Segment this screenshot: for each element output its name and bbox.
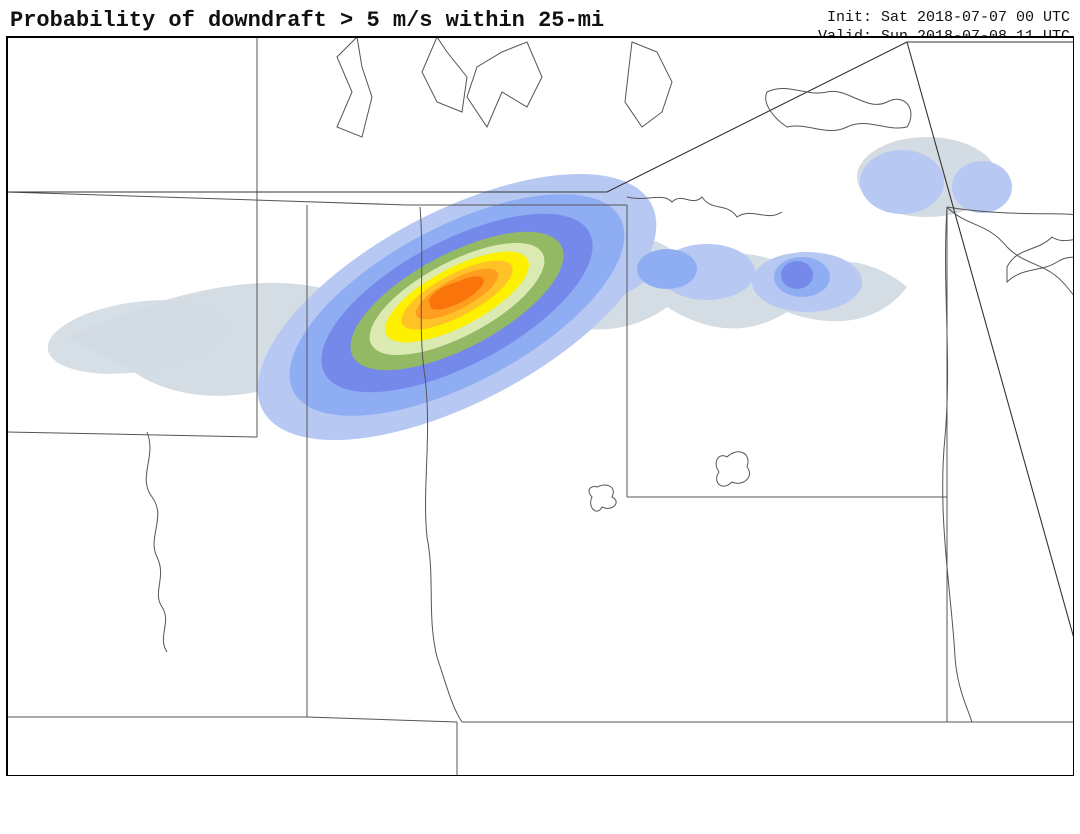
page-title: Probability of downdraft > 5 m/s within … bbox=[10, 8, 604, 33]
init-label: Init: Sat 2018-07-07 00 UTC bbox=[818, 8, 1070, 27]
map-canvas[interactable] bbox=[6, 36, 1074, 776]
map-screenshot: Probability of downdraft > 5 m/s within … bbox=[0, 0, 1080, 834]
probability-contour-fill bbox=[43, 120, 1012, 494]
legend-area: NCAR ensemble.ucar.edu bbox=[0, 782, 1080, 834]
